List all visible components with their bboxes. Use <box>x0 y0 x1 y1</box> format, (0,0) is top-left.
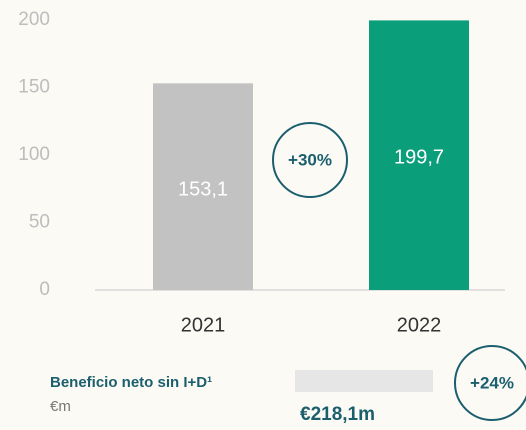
y-tick-label: 50 <box>29 212 50 233</box>
growth-label: +30% <box>288 150 332 169</box>
y-tick-label: 200 <box>18 9 50 30</box>
comparison-bar-placeholder <box>295 370 433 392</box>
growth-badge <box>454 345 526 421</box>
value-label: 199,7 <box>394 146 444 168</box>
bar <box>369 20 469 291</box>
x-tick-label: 2021 <box>181 314 226 336</box>
value-label: 153,1 <box>178 178 228 200</box>
bar <box>153 83 253 290</box>
y-tick-label: 0 <box>39 279 50 300</box>
growth-label: +24% <box>470 373 514 392</box>
y-tick-label: 150 <box>18 77 50 98</box>
metric-unit: €m <box>50 398 71 415</box>
y-tick-label: 100 <box>18 144 50 165</box>
metric-title: Beneficio neto sin I+D¹ <box>50 374 212 391</box>
x-tick-label: 2022 <box>397 314 442 336</box>
growth-badge <box>272 122 348 198</box>
metric-value: €218,1m <box>300 404 375 425</box>
